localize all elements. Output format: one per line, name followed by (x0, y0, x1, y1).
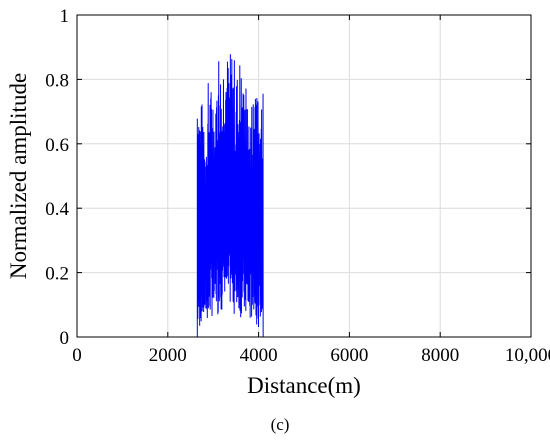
axis-ticks: 0 2000 4000 6000 8000 10,000 0 0.2 0.4 0.6 0.8 1 (45, 6, 550, 366)
y-tick-label: 0 (60, 328, 70, 349)
y-tick-label: 0.4 (45, 199, 69, 220)
y-tick-label: 0.8 (45, 70, 69, 91)
x-tick-label: 0 (72, 345, 82, 366)
x-tick-label: 6000 (330, 345, 368, 366)
x-tick-label: 10,000 (505, 345, 550, 366)
grid (77, 15, 531, 337)
figure-caption: (c) (271, 415, 290, 434)
plot-frame (76, 14, 532, 338)
x-tick-label: 4000 (240, 345, 278, 366)
x-tick-label: 8000 (421, 345, 459, 366)
series-line-1 (77, 54, 486, 338)
series-1 (77, 54, 486, 338)
y-tick-label: 0.2 (45, 264, 69, 285)
x-axis-label: Distance(m) (247, 373, 361, 398)
y-tick-label: 0.6 (45, 135, 69, 156)
y-tick-label: 1 (60, 6, 70, 27)
x-tick-label: 2000 (149, 345, 187, 366)
y-axis-label: Normalized amplitude (6, 73, 31, 279)
